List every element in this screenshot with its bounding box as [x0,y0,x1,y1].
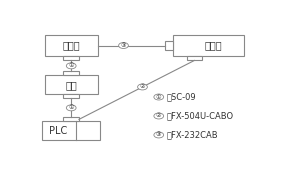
Circle shape [66,63,76,69]
Text: 转换: 转换 [65,80,77,90]
FancyBboxPatch shape [45,75,98,94]
FancyBboxPatch shape [63,71,79,75]
Text: ②: ② [140,84,145,89]
Text: 触摸屏: 触摸屏 [204,40,222,51]
Circle shape [138,84,147,90]
FancyBboxPatch shape [42,121,100,140]
Text: ③: ③ [121,43,126,48]
FancyBboxPatch shape [45,35,98,56]
Text: ：SC-09: ：SC-09 [166,93,196,102]
FancyBboxPatch shape [63,117,79,121]
Text: ②: ② [156,114,162,118]
Text: 计算机: 计算机 [62,40,80,51]
FancyBboxPatch shape [63,56,79,60]
FancyBboxPatch shape [187,56,202,60]
Text: ①: ① [68,63,74,68]
FancyBboxPatch shape [63,94,79,98]
Text: ①: ① [68,105,74,110]
Text: ③: ③ [156,133,162,137]
Text: ①: ① [156,95,162,99]
FancyBboxPatch shape [165,41,173,50]
Circle shape [154,94,164,100]
Text: ：FX-504U-CABO: ：FX-504U-CABO [166,111,233,121]
Circle shape [154,113,164,119]
Circle shape [66,105,76,111]
Text: ：FX-232CAB: ：FX-232CAB [166,130,218,139]
Circle shape [154,132,164,138]
Circle shape [119,43,128,49]
FancyBboxPatch shape [173,35,244,56]
Text: PLC: PLC [49,126,68,136]
